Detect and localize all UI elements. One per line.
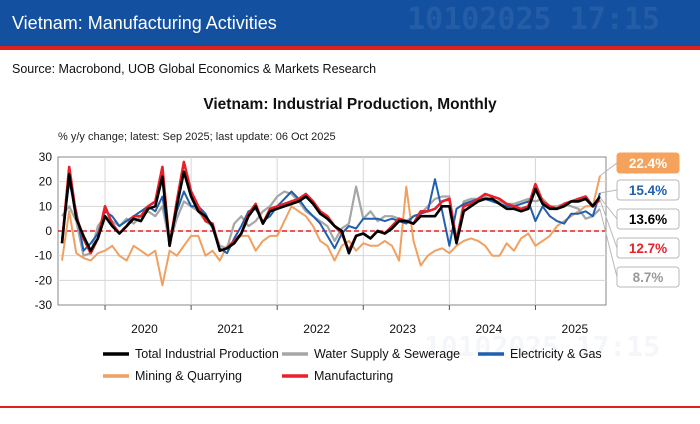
latest-value-label: 15.4% — [629, 183, 667, 198]
legend-label: Water Supply & Sewerage — [314, 347, 460, 361]
y-tick-label: -20 — [35, 273, 53, 287]
latest-label-box — [616, 179, 680, 201]
latest-value-label: 8.7% — [633, 270, 664, 285]
x-tick-label: 2024 — [475, 322, 502, 336]
latest-label-box — [616, 266, 680, 288]
label-connector — [599, 197, 618, 220]
y-tick-label: 20 — [39, 175, 53, 189]
legend-label: Mining & Quarrying — [135, 369, 242, 383]
x-tick-label: 2022 — [303, 322, 330, 336]
header-banner: 10102025 17:15 Vietnam: Manufacturing Ac… — [0, 0, 700, 50]
label-connector — [599, 209, 618, 278]
latest-value-label: 22.4% — [629, 156, 667, 171]
footer-divider — [0, 406, 700, 408]
latest-label-box — [616, 208, 680, 230]
x-tick-label: 2021 — [217, 322, 244, 336]
y-tick-label: 0 — [45, 224, 52, 238]
latest-value-label: 12.7% — [629, 241, 667, 256]
latest-value-label: 13.6% — [629, 212, 667, 227]
legend-label: Manufacturing — [314, 369, 393, 383]
series-line — [61, 175, 601, 287]
x-tick-label: 2025 — [562, 322, 589, 336]
legend-label: Total Industrial Production — [135, 347, 279, 361]
source-note: Source: Macrobond, UOB Global Economics … — [12, 62, 377, 76]
x-tick-label: 2020 — [131, 322, 158, 336]
timestamp-watermark-lower: 10102025 17:15 — [423, 330, 660, 363]
series-line — [60, 170, 602, 255]
latest-label-box — [616, 237, 680, 259]
label-connector — [599, 189, 618, 194]
latest-label-box — [616, 152, 680, 174]
page-title: Vietnam: Manufacturing Activities — [12, 13, 277, 33]
legend-label: Electricity & Gas — [510, 347, 602, 361]
chart-title: Vietnam: Industrial Production, Monthly — [203, 96, 497, 113]
y-tick-label: 10 — [39, 199, 53, 213]
y-tick-label: 30 — [39, 150, 53, 164]
label-connector — [599, 162, 618, 177]
label-connector — [599, 199, 618, 249]
x-tick-label: 2023 — [389, 322, 416, 336]
timestamp-watermark: 10102025 17:15 — [407, 2, 660, 37]
chart-subtitle: % y/y change; latest: Sep 2025; last upd… — [58, 131, 336, 143]
y-tick-label: -30 — [35, 298, 53, 312]
y-tick-label: -10 — [35, 249, 53, 263]
